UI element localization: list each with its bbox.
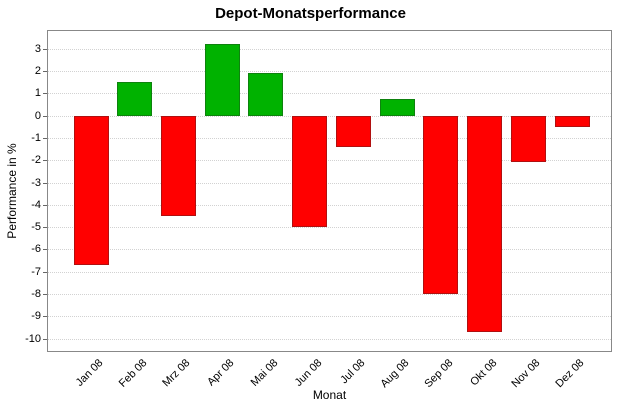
- y-tick-mark: [43, 227, 47, 229]
- y-tick-mark: [43, 48, 47, 50]
- y-tick-mark: [43, 316, 47, 318]
- bar: [117, 82, 153, 116]
- y-tick-label: -5: [31, 221, 41, 234]
- bar: [73, 115, 109, 266]
- y-tick-mark: [43, 137, 47, 139]
- bar: [467, 115, 503, 332]
- y-tick-label: -9: [31, 310, 41, 323]
- y-tick-label: -4: [31, 198, 41, 211]
- plot-area: [47, 30, 612, 352]
- bar: [510, 115, 546, 163]
- y-tick-mark: [43, 115, 47, 117]
- y-tick-label: -10: [25, 332, 41, 345]
- y-gridline: [48, 71, 611, 73]
- x-tick-label: Okt 08: [467, 357, 500, 389]
- x-tick-label: Nov 08: [509, 357, 543, 391]
- y-tick-label: -6: [31, 243, 41, 256]
- bar: [160, 115, 196, 216]
- y-tick-mark: [43, 93, 47, 95]
- y-gridline: [48, 204, 611, 206]
- y-tick-label: -8: [31, 288, 41, 301]
- y-tick-label: 2: [34, 65, 41, 78]
- y-gridline: [48, 182, 611, 184]
- y-gridline: [48, 316, 611, 318]
- x-tick-label: Jul 08: [338, 357, 368, 387]
- x-tick-label: Dez 08: [553, 357, 587, 391]
- x-tick-label: Sep 08: [422, 357, 456, 391]
- y-tick-label: 0: [34, 109, 41, 122]
- x-tick-label: Apr 08: [205, 357, 237, 389]
- y-gridline: [48, 115, 611, 117]
- x-tick-label: Aug 08: [378, 357, 412, 391]
- y-gridline: [48, 160, 611, 162]
- y-tick-label: -7: [31, 265, 41, 278]
- x-tick-label: Mrz 08: [160, 357, 193, 390]
- x-tick-label: Jun 08: [292, 357, 325, 389]
- bar: [335, 115, 371, 147]
- y-gridline: [48, 249, 611, 251]
- y-gridline: [48, 48, 611, 50]
- y-gridline: [48, 294, 611, 296]
- bar: [554, 115, 590, 127]
- y-tick-label: -3: [31, 176, 41, 189]
- y-gridline: [48, 137, 611, 139]
- y-gridline: [48, 271, 611, 273]
- y-tick-mark: [43, 271, 47, 273]
- bar: [379, 98, 415, 116]
- y-tick-label: -1: [31, 131, 41, 144]
- y-tick-mark: [43, 249, 47, 251]
- bar: [423, 115, 459, 295]
- x-axis-title: Monat: [312, 388, 347, 402]
- x-tick-label: Feb 08: [116, 357, 150, 390]
- chart-title: Depot-Monatsperformance: [215, 5, 406, 22]
- y-gridline: [48, 93, 611, 95]
- y-gridline: [48, 227, 611, 229]
- y-tick-label: 1: [34, 87, 41, 100]
- y-tick-label: 3: [34, 42, 41, 55]
- y-tick-mark: [43, 182, 47, 184]
- y-tick-mark: [43, 160, 47, 162]
- y-tick-mark: [43, 294, 47, 296]
- y-gridline: [48, 338, 611, 340]
- y-tick-mark: [43, 204, 47, 206]
- bar: [292, 115, 328, 228]
- x-tick-label: Mai 08: [248, 357, 281, 389]
- y-tick-label: -2: [31, 154, 41, 167]
- bar: [248, 73, 284, 116]
- y-tick-mark: [43, 338, 47, 340]
- y-tick-mark: [43, 71, 47, 73]
- bar: [204, 44, 240, 116]
- x-tick-label: Jan 08: [73, 357, 106, 389]
